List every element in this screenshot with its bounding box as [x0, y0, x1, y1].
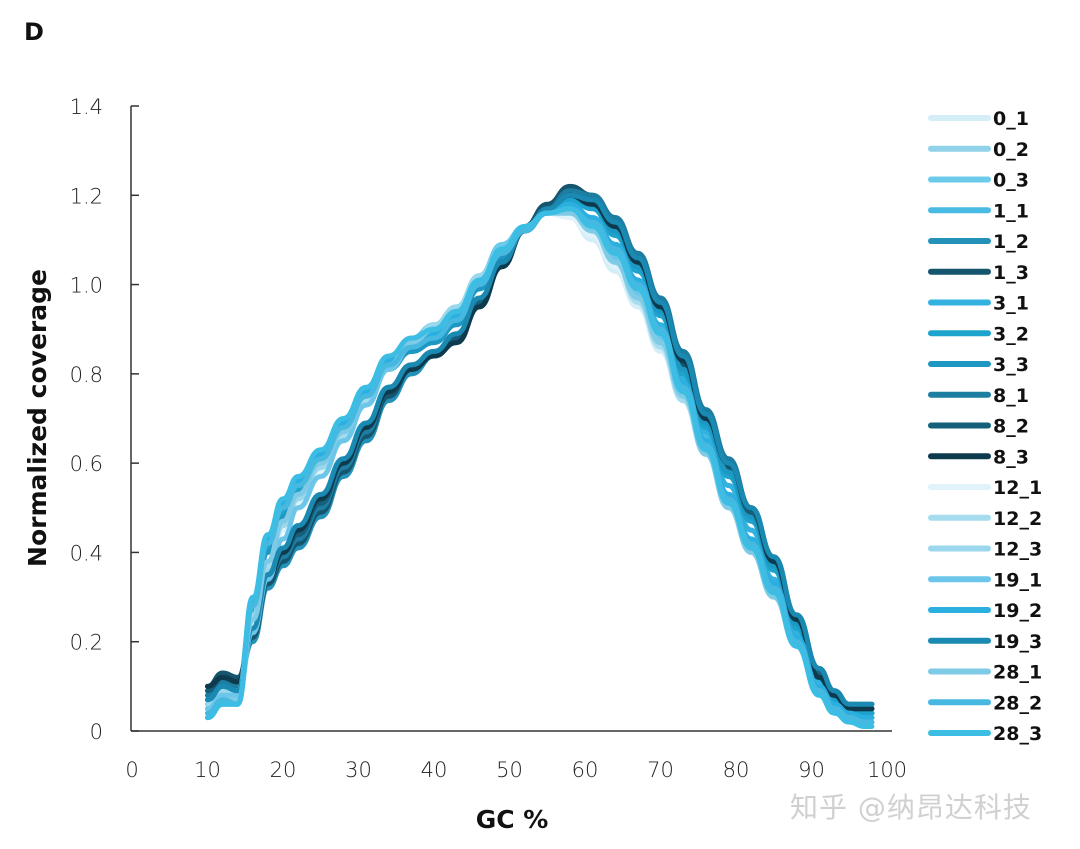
x-tick-label: 20: [270, 758, 297, 782]
y-tick-label: 0.2: [70, 631, 103, 655]
x-tick-label: 50: [496, 758, 523, 782]
x-tick-label: 90: [798, 758, 825, 782]
legend-label: 12_1: [993, 477, 1042, 499]
x-tick-label: 60: [572, 758, 599, 782]
y-axis-title: Normalized coverage: [23, 269, 52, 567]
legend-label: 28_1: [993, 662, 1042, 684]
legend-label: 8_1: [993, 385, 1029, 407]
series-line-3_2: [205, 197, 875, 716]
series-line-1_1: [205, 201, 875, 716]
legend-item: 28_2: [928, 692, 1042, 714]
x-axis-title: GC %: [476, 805, 549, 834]
legend-item: 12_2: [928, 508, 1042, 530]
y-tick-label: 1.4: [70, 95, 103, 119]
legend-label: 28_2: [993, 692, 1042, 714]
legend-label: 19_1: [993, 569, 1042, 591]
legend-item: 19_3: [928, 631, 1042, 653]
x-tick-label: 30: [345, 758, 372, 782]
y-tick-label: 0.6: [70, 452, 103, 476]
legend-label: 3_2: [993, 323, 1029, 345]
legend-item: 28_1: [928, 662, 1042, 684]
x-tick-label: 70: [647, 758, 674, 782]
legend-item: 0_3: [928, 170, 1029, 192]
series-line-1_2: [205, 188, 875, 712]
legend-label: 3_3: [993, 354, 1029, 376]
legend-item: 1_3: [928, 262, 1029, 284]
watermark: 知乎 @纳昂达科技: [790, 791, 1032, 824]
series-line-8_3: [205, 192, 875, 712]
legend: 0_1 0_2 0_3 1_1 1_2 1_3 3_1 3_2 3_3 8_1 8_2 8_3 12_1…: [928, 108, 1042, 745]
y-tick-label: 0: [90, 720, 103, 744]
legend-item: 12_3: [928, 539, 1042, 561]
series-line-8_2: [205, 192, 875, 712]
legend-label: 0_1: [993, 108, 1029, 130]
legend-label: 12_3: [993, 539, 1042, 561]
series-layer: [205, 183, 875, 729]
series-line-1_3: [205, 183, 875, 716]
legend-item: 28_3: [928, 723, 1042, 745]
series-line-8_1: [205, 188, 875, 707]
x-tick-label: 40: [421, 758, 448, 782]
x-tick-label: 0: [125, 758, 138, 782]
y-tick-label: 0.4: [70, 541, 103, 565]
legend-item: 1_2: [928, 231, 1029, 253]
x-tick-label: 100: [867, 758, 907, 782]
y-tick-label: 1.2: [70, 184, 103, 208]
series-line-19_2: [205, 201, 875, 721]
legend-label: 1_2: [993, 231, 1029, 253]
x-tick-label: 80: [723, 758, 750, 782]
legend-label: 8_3: [993, 446, 1029, 468]
y-ticks: 0 0.2 0.4 0.6 0.8 1.0 1.2 1.4: [70, 95, 139, 744]
y-tick-label: 0.8: [70, 363, 103, 387]
legend-label: 28_3: [993, 723, 1042, 745]
legend-label: 0_2: [993, 139, 1029, 161]
legend-item: 19_1: [928, 569, 1042, 591]
x-ticks: 0 10 20 30 40 50 60 70 80 90 100: [125, 758, 907, 782]
legend-item: 3_3: [928, 354, 1029, 376]
legend-label: 12_2: [993, 508, 1042, 530]
legend-item: 0_2: [928, 139, 1029, 161]
legend-item: 0_1: [928, 108, 1029, 130]
legend-label: 1_3: [993, 262, 1029, 284]
legend-item: 8_3: [928, 446, 1029, 468]
legend-item: 8_1: [928, 385, 1029, 407]
series-line-3_1: [205, 201, 875, 716]
y-tick-label: 1.0: [70, 274, 103, 298]
legend-item: 3_1: [928, 293, 1029, 315]
legend-label: 3_1: [993, 293, 1029, 315]
legend-label: 19_3: [993, 631, 1042, 653]
legend-label: 0_3: [993, 170, 1029, 192]
legend-label: 19_2: [993, 600, 1042, 622]
panel-label: D: [24, 18, 44, 46]
legend-item: 1_1: [928, 200, 1029, 222]
series-line-3_3: [205, 192, 875, 712]
legend-item: 19_2: [928, 600, 1042, 622]
legend-item: 12_1: [928, 477, 1042, 499]
legend-label: 1_1: [993, 200, 1029, 222]
series-line-19_3: [205, 192, 875, 707]
series-line-28_3: [205, 206, 875, 729]
legend-label: 8_2: [993, 416, 1029, 438]
legend-item: 8_2: [928, 416, 1029, 438]
legend-item: 3_2: [928, 323, 1029, 345]
x-tick-label: 10: [194, 758, 221, 782]
